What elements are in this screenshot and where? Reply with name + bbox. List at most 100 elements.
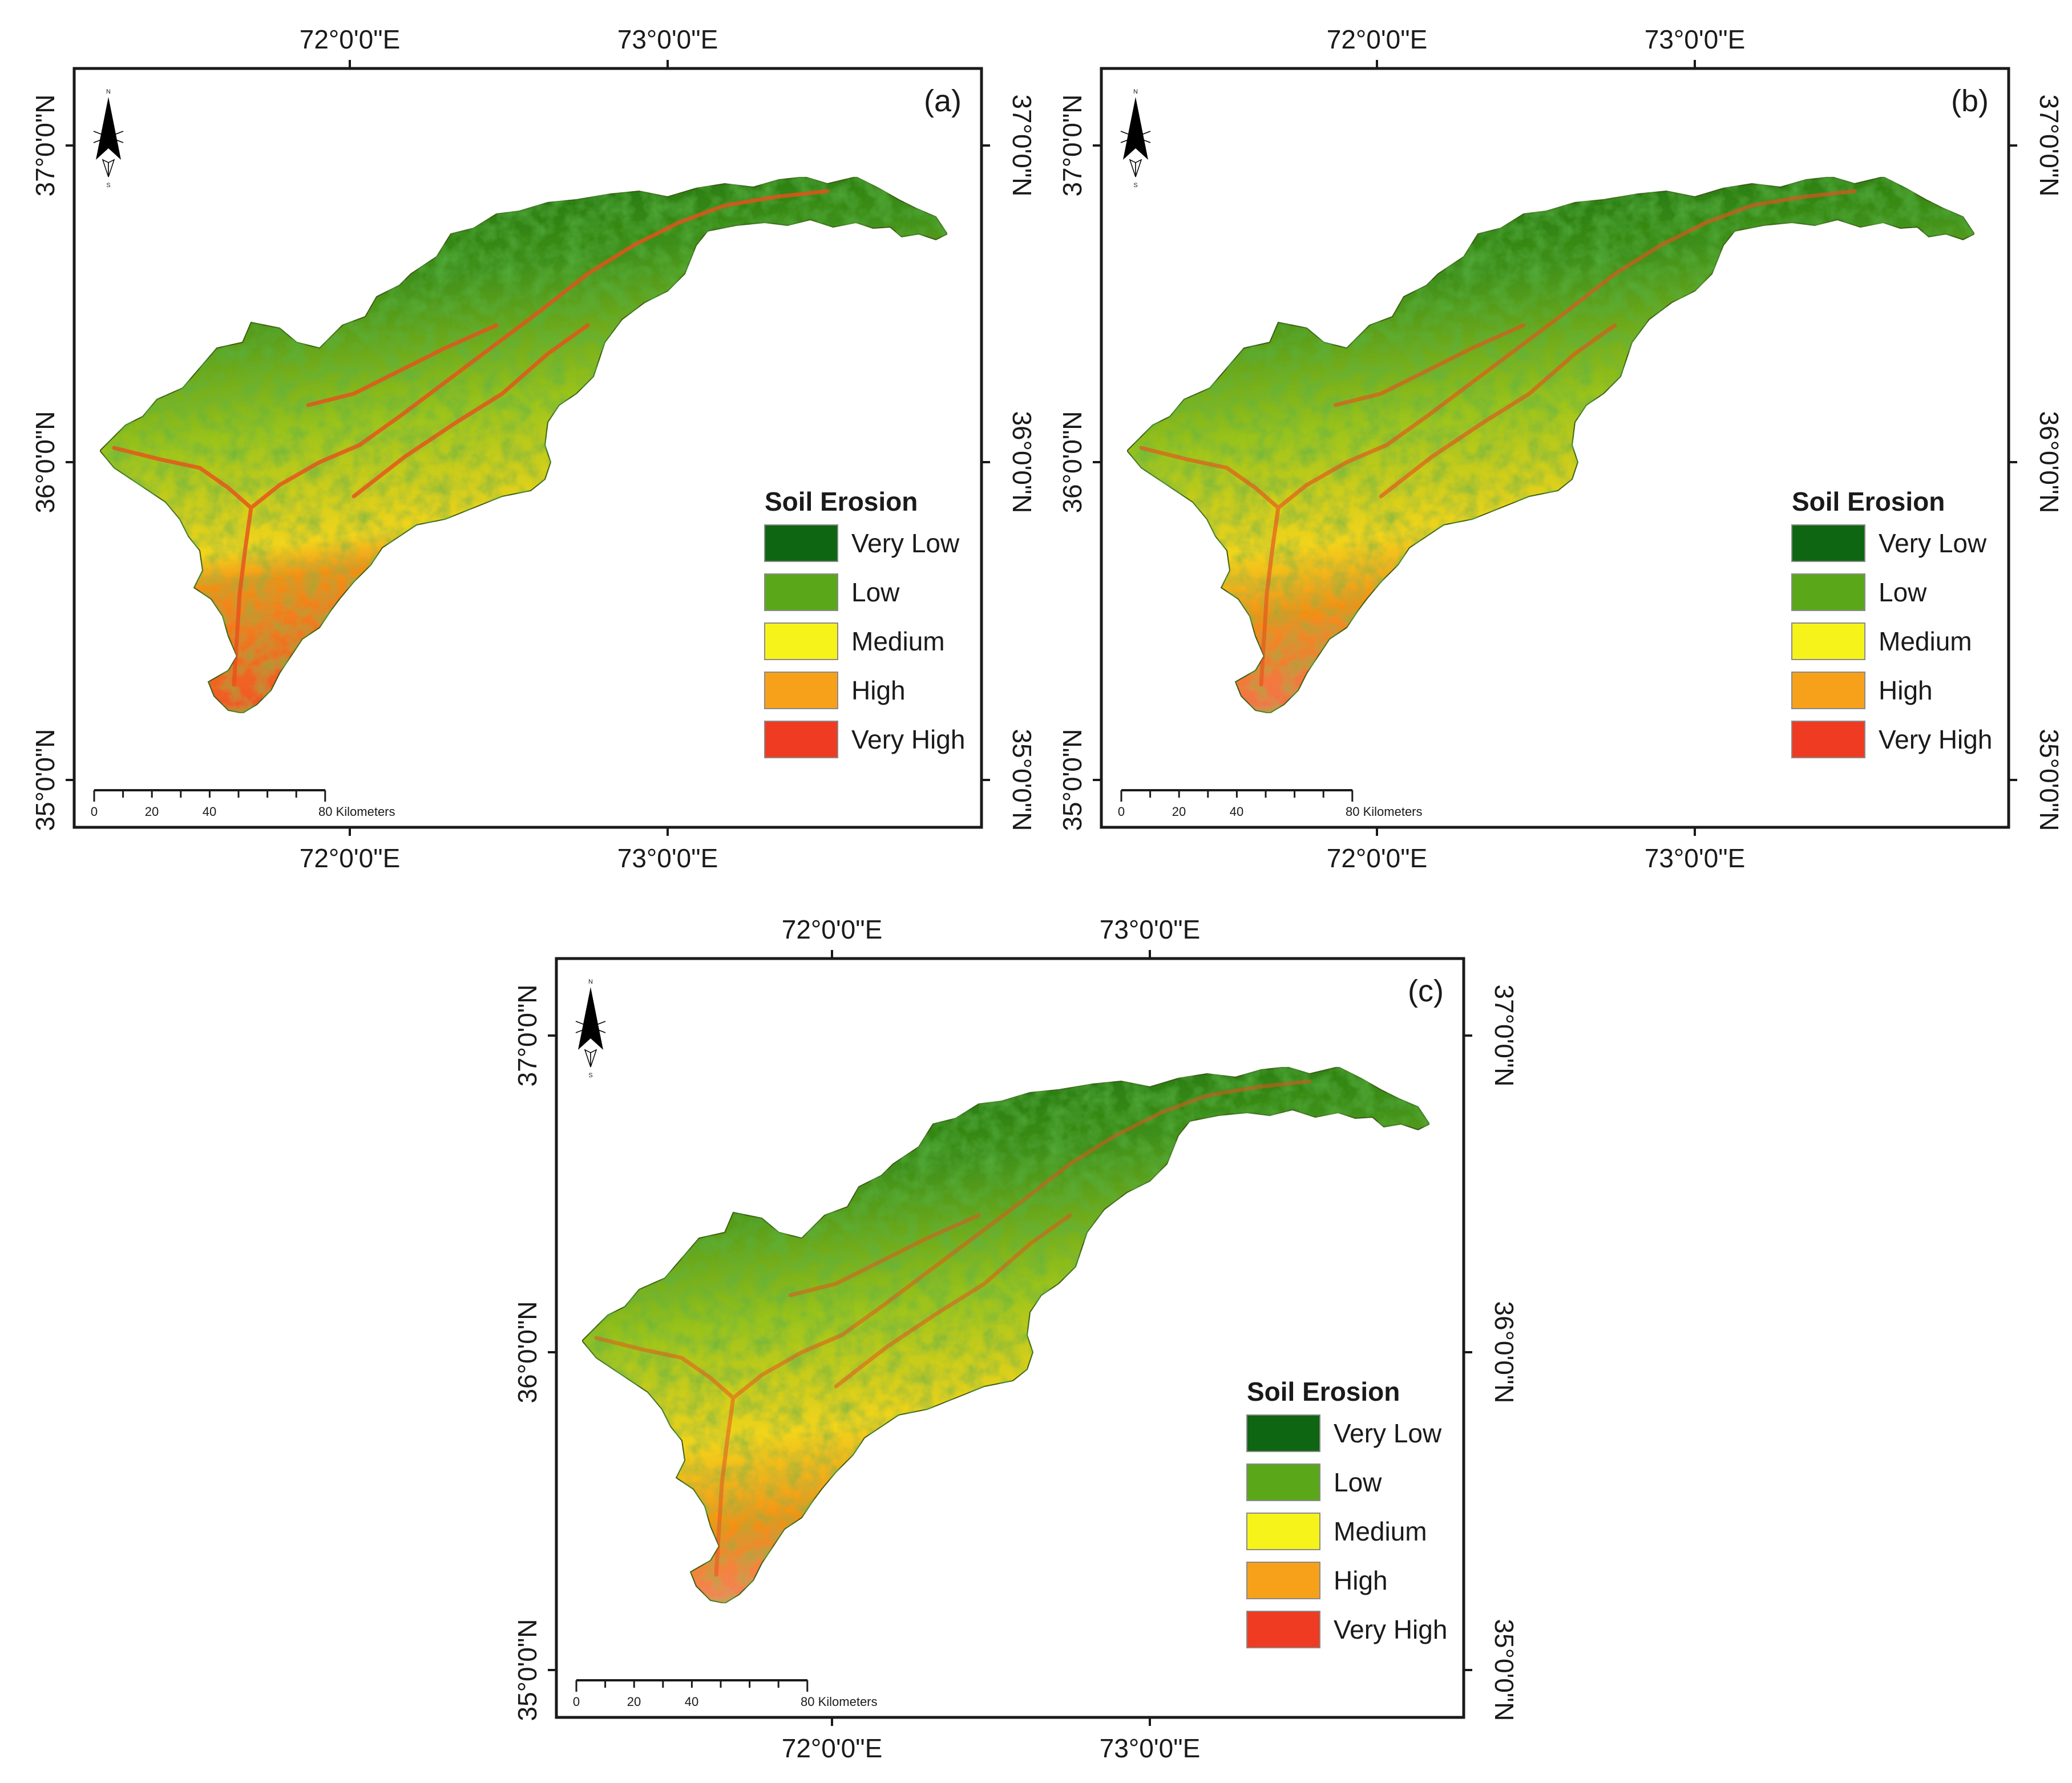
legend-title: Soil Erosion [1247, 1377, 1400, 1406]
legend-swatch-medium [1791, 622, 1865, 660]
map-panel-a: 72°0'0"E 73°0'0"E 72°0'0"E 73°0'0"E 37°0… [11, 6, 1037, 873]
lon-label-top-73: 73°0'0"E [1645, 25, 1746, 54]
lon-label-bottom-73: 73°0'0"E [617, 843, 718, 873]
legend-label-very-low: Very Low [1879, 528, 1987, 558]
stream-1 [249, 189, 830, 510]
stream-3 [1379, 323, 1617, 499]
lon-label-top-73: 73°0'0"E [617, 25, 718, 54]
lat-label-left-36: 36°0'0"N [30, 411, 60, 513]
south-label: S [1133, 182, 1137, 189]
legend-label-very-low: Very Low [1334, 1418, 1442, 1448]
lat-label-right-37: 37°0'0"N [1007, 94, 1037, 196]
graticule-ticks [66, 60, 990, 836]
panel-label: (a) [924, 84, 962, 118]
scale-tick-20: 20 [145, 804, 159, 819]
legend-label-medium: Medium [1879, 626, 1972, 656]
north-label: N [588, 979, 593, 985]
lat-label-right-35: 35°0'0"N [1007, 729, 1037, 831]
legend-label-high: High [1879, 676, 1933, 705]
north-label: N [106, 88, 111, 95]
legend-label-medium: Medium [851, 626, 945, 656]
graticule-ticks [548, 950, 1472, 1726]
erosion-raster [581, 1066, 1431, 1604]
scale-tick-20: 20 [1172, 804, 1186, 819]
scale-tick-20: 20 [627, 1695, 641, 1709]
legend-swatch-high [1246, 1562, 1320, 1599]
scale-tick-40: 40 [203, 804, 216, 819]
erosion-raster [99, 176, 948, 714]
stream-1 [731, 1079, 1312, 1400]
legend-swatch-low [1246, 1463, 1320, 1501]
map-panel-c: 72°0'0"E 73°0'0"E 72°0'0"E 73°0'0"E 37°0… [494, 896, 1519, 1763]
north-arrow-icon: N S [575, 979, 606, 1079]
graticule-ticks [1093, 60, 2017, 836]
legend-label-very-high: Very High [851, 725, 965, 754]
map-panel-b: 72°0'0"E 73°0'0"E 72°0'0"E 73°0'0"E 37°0… [1039, 6, 2064, 873]
scale-end-label: 80 Kilometers [801, 1695, 878, 1709]
legend: Soil Erosion Very Low Low Medium High Very H… [1246, 1377, 1447, 1648]
scale-tick-40: 40 [1230, 804, 1243, 819]
south-label: S [588, 1072, 592, 1079]
lat-label-left-36: 36°0'0"N [512, 1301, 542, 1403]
legend-swatch-very-low [1246, 1414, 1320, 1452]
lat-label-right-36: 36°0'0"N [2034, 411, 2064, 513]
panel-label: (b) [1951, 84, 1989, 118]
lat-label-left-35: 35°0'0"N [30, 729, 60, 831]
scale-tick-0: 0 [91, 804, 98, 819]
legend: Soil Erosion Very Low Low Medium High Very H… [1791, 487, 1992, 758]
north-label: N [1133, 88, 1138, 95]
scale-tick-0: 0 [1118, 804, 1125, 819]
scale-bar: 0 20 40 80 Kilometers [573, 1679, 878, 1709]
legend-label-low: Low [1879, 577, 1927, 607]
legend-label-high: High [851, 676, 906, 705]
map-svg: 72°0'0"E 73°0'0"E 72°0'0"E 73°0'0"E 37°0… [30, 25, 1037, 873]
lon-label-top-72: 72°0'0"E [300, 25, 401, 54]
stream-0 [1139, 446, 1281, 510]
lat-label-left-35: 35°0'0"N [1057, 729, 1087, 831]
south-label: S [106, 182, 110, 189]
stream-1 [1276, 189, 1857, 510]
scale-bar: 0 20 40 80 Kilometers [1118, 789, 1423, 819]
legend-swatch-medium [764, 622, 838, 660]
lat-label-right-36: 36°0'0"N [1007, 411, 1037, 513]
lat-label-right-35: 35°0'0"N [2034, 729, 2064, 831]
legend-swatch-very-low [1791, 524, 1865, 562]
erosion-raster [1126, 176, 1976, 714]
stream-4 [306, 323, 499, 407]
stream-3 [352, 323, 590, 499]
lat-label-right-36: 36°0'0"N [1489, 1301, 1519, 1403]
scale-end-label: 80 Kilometers [1346, 804, 1423, 819]
lon-label-bottom-72: 72°0'0"E [1327, 843, 1428, 873]
map-svg: 72°0'0"E 73°0'0"E 72°0'0"E 73°0'0"E 37°0… [1057, 25, 2064, 873]
stream-4 [1333, 323, 1526, 407]
legend-label-low: Low [1334, 1467, 1382, 1497]
lat-label-right-37: 37°0'0"N [2034, 94, 2064, 196]
scale-end-label: 80 Kilometers [318, 804, 395, 819]
lon-label-bottom-72: 72°0'0"E [782, 1733, 883, 1763]
north-arrow-icon: N S [1120, 88, 1151, 189]
lat-label-left-37: 37°0'0"N [512, 984, 542, 1086]
scale-tick-40: 40 [685, 1695, 698, 1709]
stream-0 [112, 446, 253, 510]
legend: Soil Erosion Very Low Low Medium High Very H… [764, 487, 965, 758]
legend-swatch-high [1791, 672, 1865, 709]
stream-4 [788, 1213, 981, 1297]
lon-label-top-72: 72°0'0"E [1327, 25, 1428, 54]
lon-label-top-72: 72°0'0"E [782, 915, 883, 944]
legend-label-medium: Medium [1334, 1517, 1427, 1546]
legend-swatch-medium [1246, 1513, 1320, 1550]
north-arrow-icon: N S [93, 88, 124, 189]
legend-label-very-high: Very High [1334, 1615, 1447, 1644]
legend-swatch-very-high [764, 721, 838, 758]
scale-bar: 0 20 40 80 Kilometers [91, 789, 395, 819]
stream-0 [594, 1336, 736, 1400]
lon-label-bottom-72: 72°0'0"E [300, 843, 401, 873]
lat-label-left-35: 35°0'0"N [512, 1619, 542, 1721]
scale-tick-0: 0 [573, 1695, 580, 1709]
lat-label-left-36: 36°0'0"N [1057, 411, 1087, 513]
panel-label: (c) [1408, 974, 1444, 1008]
legend-swatch-high [764, 672, 838, 709]
legend-swatch-very-high [1791, 721, 1865, 758]
lat-label-left-37: 37°0'0"N [30, 94, 60, 196]
stream-3 [834, 1213, 1072, 1389]
